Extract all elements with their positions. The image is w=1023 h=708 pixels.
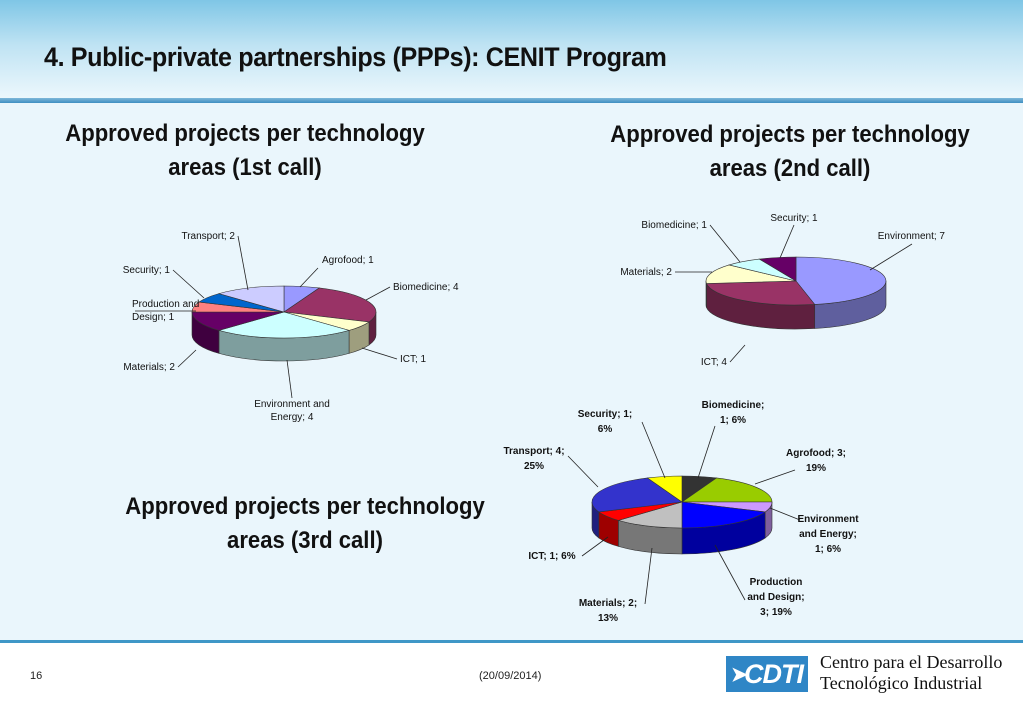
pie3-leader-line [641,421,666,479]
pie1-slice-materials [191,311,285,331]
cdti-logo: ➤ CDTI [726,656,808,692]
pie3-label-environment-and-energy: Environment and Energy; 1; 6% [797,514,859,555]
pie1-label-ict: ICT; 1 [400,354,427,365]
chart2-title: Approved projects per technology areas (… [601,118,978,186]
logo-text: CDTI [744,658,804,689]
logo-arrow-icon: ➤ [731,664,748,686]
organization-line1: Centro para el Desarrollo [820,652,1003,672]
pie3-label-ict: ICT; 1; 6% [528,551,575,562]
pie3-label-agrofood: Agrofood; 3; 19% [786,448,846,474]
chart2-title-line1: Approved projects per technology [610,121,970,148]
pie3-slice-materials [617,501,683,529]
pie2-label-environment: Environment; 7 [878,231,946,242]
pie3-leader-line [697,425,716,479]
pie1-label-materials: Materials; 2 [123,362,175,373]
pie3-leader-line [644,547,653,605]
pie1-label-biomedicine: Biomedicine; 4 [393,282,459,293]
pie2-leader-line [779,224,795,259]
chart1-title-line2: areas (1st call) [168,154,322,181]
pie3-label-materials: Materials; 2; 13% [579,598,637,624]
pie3-slice-agrofood [681,477,773,503]
pie3-leader-line [714,544,746,601]
pie2-label-materials: Materials; 2 [620,267,672,278]
pie2-slice-security [758,256,797,282]
pie2-slice-ict [706,280,816,306]
pie1-leader-line [365,286,391,301]
pie1-slice-environment-and-energy [217,311,351,339]
pie1-label-agrofood: Agrofood; 1 [322,255,374,266]
pie3-label-transport: Transport; 4; 25% [503,446,564,472]
pie1-slice-transport [217,285,285,313]
pie2-leader-line [709,224,741,263]
pie-chart-3: Biomedicine; 1; 6% Agrofood; 3; 19% Environm… [503,400,859,624]
pie1-leader-line [286,359,293,399]
pie3-slice-production-and-design [681,501,766,529]
chart1-title: Approved projects per technology areas (… [56,117,433,185]
footer-divider [0,640,1023,643]
chart3-title: Approved projects per technology areas (… [116,490,493,558]
pie1-slice-biomedicine [283,287,377,323]
slide-title: 4. Public-private partnerships (PPPs): C… [44,42,667,72]
slide-content [0,103,1023,640]
pie2-label-security: Security; 1 [770,213,818,224]
chart3-title-line2: areas (3rd call) [227,527,383,554]
organization-name: Centro para el Desarrollo Tecnológico In… [820,652,1002,694]
pie2-label-biomedicine: Biomedicine; 1 [641,220,707,231]
pie1-label-environment-and-energy: Environment and Energy; 4 [254,399,330,423]
pie2-leader-line [869,243,913,271]
pie3-leader-line [581,536,609,557]
slide-date: (20/09/2014) [479,670,542,682]
pie3-label-biomedicine: Biomedicine; 1; 6% [702,400,765,426]
chart1-title-line1: Approved projects per technology [65,120,425,147]
pie-chart-1: Agrofood; 1 Biomedicine; 4 ICT; 1 Environme… [123,231,459,423]
pie3-leader-line [769,507,801,521]
chart3-title-line1: Approved projects per technology [125,493,485,520]
pie1-leader-line [177,349,197,368]
pie2-slice-environment [795,256,887,305]
pie1-leader-line [299,267,319,288]
pie1-leader-line [237,235,249,291]
pie1-leader-line [361,347,398,360]
pie1-label-transport: Transport; 2 [181,231,235,242]
pie-chart-2: Environment; 7 ICT; 4 Materials; 2 Biomedic… [620,213,945,368]
chart2-title-line2: areas (2nd call) [709,155,871,182]
pie1-label-production-and-design: Production and Design; 1 [132,299,199,323]
pie1-leader-line [172,269,205,299]
pie2-leader-line [729,344,746,363]
pie3-label-security: Security; 1; 6% [578,409,632,435]
organization-line2: Tecnológico Industrial [820,673,983,693]
footer [0,643,1023,708]
pie1-label-security: Security; 1 [123,265,171,276]
header-banner [0,0,1023,100]
pie3-label-production-and-design: Production and Design; 3; 19% [747,577,804,618]
pie2-label-ict: ICT; 4 [701,357,728,368]
pie3-leader-line [754,469,796,485]
page-number: 16 [30,670,43,682]
pie2-slice-materials [705,264,797,284]
header-divider [0,98,1023,103]
pie3-leader-line [567,455,599,488]
